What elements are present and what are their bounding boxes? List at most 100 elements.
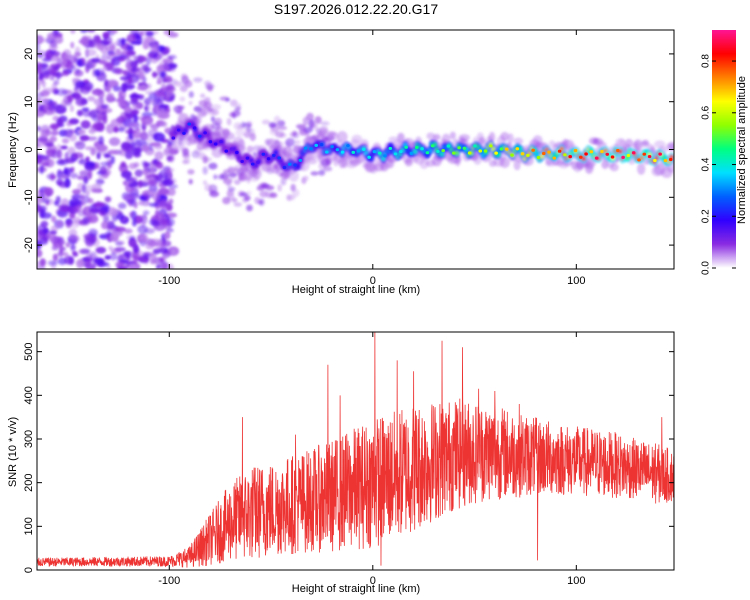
y-tick-label: 10 bbox=[23, 96, 35, 108]
heatmap-cell bbox=[154, 145, 163, 150]
spectrogram-heatmap bbox=[37, 30, 674, 269]
heatmap-cell bbox=[58, 204, 71, 212]
heatmap-cell bbox=[256, 185, 265, 191]
heatmap-cell bbox=[141, 111, 153, 118]
heatmap-cell bbox=[404, 157, 413, 167]
heatmap-cell bbox=[115, 48, 122, 56]
colorbar-tick-label: 0.0 bbox=[701, 261, 712, 275]
heatmap-cell bbox=[46, 65, 59, 73]
chart-title: S197.2026.012.22.20.G17 bbox=[274, 1, 438, 17]
heatmap-cell bbox=[85, 205, 91, 212]
heatmap-cell bbox=[166, 154, 175, 163]
heatmap-cell bbox=[610, 155, 615, 159]
heatmap-cell bbox=[280, 177, 287, 186]
heatmap-cell bbox=[75, 204, 82, 213]
heatmap-cell bbox=[318, 128, 329, 138]
heatmap-cell bbox=[156, 243, 166, 253]
colorbar: 0.0 0.2 0.4 0.6 0.8 Normalized spectral ampl… bbox=[701, 30, 748, 275]
colorbar-tick-label: 0.2 bbox=[701, 209, 712, 223]
heatmap-cell bbox=[106, 30, 112, 34]
heatmap-cell bbox=[115, 261, 124, 268]
heatmap-cell bbox=[233, 122, 242, 130]
heatmap-cell bbox=[291, 130, 298, 136]
colorbar-tick-label: 0.8 bbox=[701, 54, 712, 68]
heatmap-cell bbox=[81, 183, 87, 194]
heatmap-cell bbox=[239, 192, 249, 197]
heatmap-cell bbox=[211, 104, 222, 110]
heatmap-cell bbox=[266, 157, 271, 161]
heatmap-cell bbox=[130, 40, 143, 45]
heatmap-cell bbox=[37, 139, 44, 149]
heatmap-cell bbox=[161, 251, 171, 258]
heatmap-cell bbox=[458, 134, 470, 142]
heatmap-cell bbox=[50, 236, 62, 244]
heatmap-cell bbox=[310, 171, 319, 176]
heatmap-cell bbox=[52, 253, 59, 262]
heatmap-cell bbox=[323, 166, 333, 172]
heatmap-cell bbox=[621, 155, 625, 159]
heatmap-cell bbox=[247, 190, 252, 196]
heatmap-cell bbox=[40, 98, 50, 104]
heatmap-cell bbox=[123, 106, 133, 114]
heatmap-cell bbox=[404, 145, 408, 149]
heatmap-cell bbox=[127, 122, 139, 128]
heatmap-cell bbox=[653, 158, 657, 163]
heatmap-cell bbox=[203, 131, 207, 135]
heatmap-cell bbox=[330, 145, 334, 149]
snr-x-ticks: -100 0 100 bbox=[158, 332, 585, 587]
heatmap-cell bbox=[170, 249, 176, 255]
heatmap-cell bbox=[488, 131, 496, 143]
heatmap-cell bbox=[94, 162, 100, 169]
heatmap-cell bbox=[128, 211, 134, 218]
y-tick-label: 20 bbox=[23, 48, 35, 60]
heatmap-cell bbox=[328, 131, 339, 141]
heatmap-cell bbox=[50, 215, 57, 223]
heatmap-cell bbox=[70, 30, 76, 34]
heatmap-cell bbox=[122, 180, 128, 186]
heatmap-cell bbox=[89, 251, 97, 261]
heatmap-cell bbox=[171, 136, 176, 140]
heatmap-cell bbox=[547, 150, 551, 154]
heatmap-cell bbox=[48, 41, 58, 52]
heatmap-cell bbox=[541, 151, 546, 156]
heatmap-cell bbox=[462, 146, 467, 150]
heatmap-cell bbox=[37, 249, 43, 258]
heatmap-cell bbox=[314, 143, 319, 147]
heatmap-cell bbox=[515, 147, 520, 151]
heatmap-cell bbox=[325, 150, 329, 154]
heatmap-cell bbox=[88, 228, 98, 237]
heatmap-cell bbox=[117, 54, 128, 59]
heatmap-cell bbox=[120, 171, 132, 178]
heatmap-cell bbox=[173, 80, 183, 87]
heatmap-cell bbox=[92, 121, 105, 131]
heatmap-cell bbox=[243, 131, 252, 138]
heatmap-cell bbox=[156, 96, 166, 102]
heatmap-cell bbox=[117, 102, 128, 107]
heatmap-cell bbox=[105, 123, 115, 134]
heatmap-cell bbox=[159, 64, 170, 72]
heatmap-cell bbox=[584, 152, 588, 156]
heatmap-cell bbox=[55, 195, 61, 204]
heatmap-cell bbox=[309, 121, 318, 128]
heatmap-cell bbox=[98, 174, 104, 179]
heatmap-cell bbox=[285, 137, 296, 147]
heatmap-cell bbox=[133, 113, 139, 124]
heatmap-cell bbox=[637, 158, 641, 162]
heatmap-cell bbox=[164, 95, 170, 101]
heatmap-cell bbox=[110, 58, 115, 65]
y-tick-label: -10 bbox=[23, 189, 35, 205]
heatmap-cell bbox=[168, 145, 180, 156]
heatmap-cell bbox=[39, 212, 52, 219]
heatmap-cell bbox=[84, 184, 94, 192]
snr-x-label: Height of straight line (km) bbox=[292, 583, 420, 595]
heatmap-cell bbox=[114, 226, 126, 232]
heatmap-cell bbox=[42, 227, 50, 234]
heatmap-cell bbox=[195, 152, 206, 160]
x-tick-label: 0 bbox=[370, 575, 376, 587]
heatmap-cell bbox=[147, 241, 160, 247]
heatmap-cell bbox=[116, 240, 126, 246]
heatmap-cell bbox=[288, 169, 300, 182]
heatmap-cell bbox=[84, 146, 96, 151]
heatmap-cell bbox=[152, 127, 159, 132]
